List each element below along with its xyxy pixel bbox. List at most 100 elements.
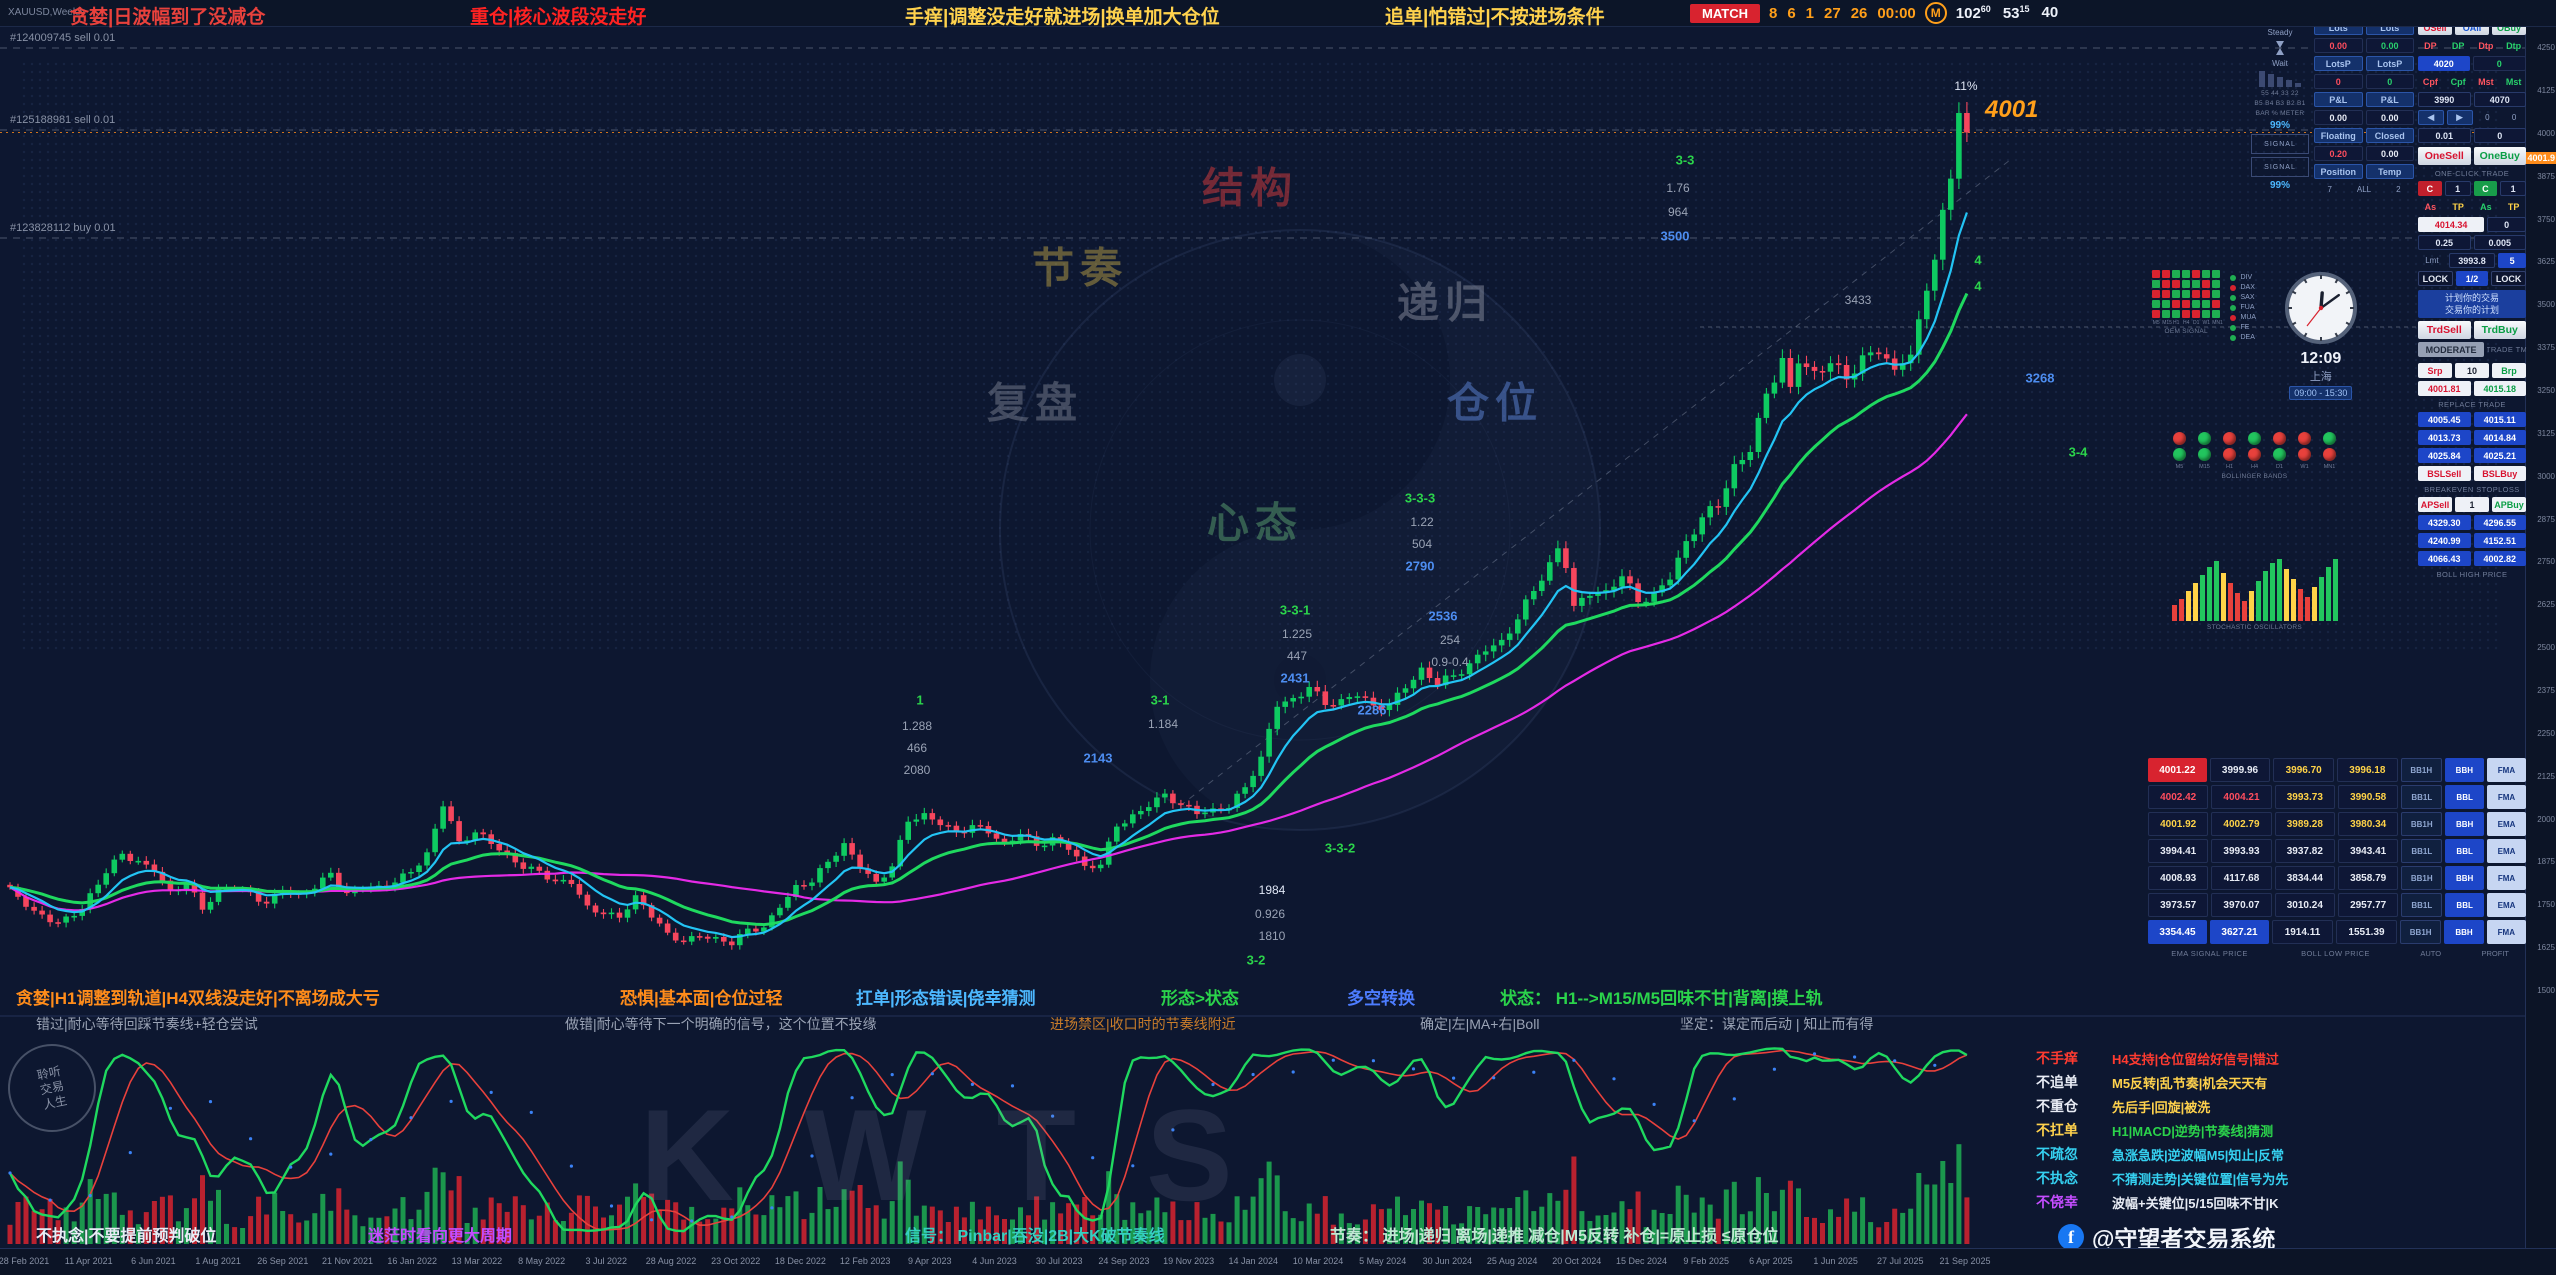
date-label: 3 Jul 2022 — [585, 1256, 628, 1266]
oem-cell — [2212, 280, 2221, 288]
oem-cell — [2152, 310, 2161, 318]
bslbuy-button[interactable]: BSLBuy — [2473, 466, 2526, 481]
trdbuy-button[interactable]: TrdBuy — [2473, 321, 2526, 339]
panel-0: 0 — [2473, 128, 2526, 143]
indicator-toggle[interactable]: BBH — [2445, 866, 2485, 890]
indicator-toggle[interactable]: BBH — [2444, 920, 2484, 944]
panel-floating[interactable]: Floating — [2314, 128, 2363, 143]
boll-signal-icon[interactable] — [2273, 432, 2286, 445]
boll-signal-icon[interactable] — [2298, 448, 2311, 461]
discipline-row: 不追单 M5反转|乱节奏|机会天天有 — [2036, 1070, 2541, 1094]
panel-temp[interactable]: Temp — [2365, 164, 2414, 179]
boll-signal-icon[interactable] — [2323, 432, 2336, 445]
indicator-toggle[interactable]: BB1L — [2401, 893, 2443, 917]
boll-signal-icon[interactable] — [2223, 432, 2236, 445]
panel-0-01: 0.01 — [2418, 128, 2471, 143]
boll-signal-icon[interactable] — [2223, 448, 2236, 461]
boll-signal-icon[interactable] — [2248, 432, 2261, 445]
stoch-bar — [2199, 575, 2205, 621]
panel-c[interactable]: C — [2418, 181, 2442, 196]
indicator-toggle[interactable]: BB1L — [2401, 785, 2443, 809]
panel-dtp[interactable]: Dtp — [2478, 40, 2494, 51]
panel-as[interactable]: As — [2424, 201, 2437, 212]
indicator-toggle[interactable]: EMA — [2487, 893, 2526, 917]
indicator-toggle[interactable]: BB1H — [2401, 812, 2443, 836]
boll-signal-icon[interactable] — [2173, 448, 2186, 461]
panel-row: BREAKEVEN STOPLOSS — [2418, 484, 2526, 494]
panel-p-l[interactable]: P&L — [2365, 92, 2414, 107]
boll-signal-icon[interactable] — [2273, 448, 2286, 461]
indicator-toggle[interactable]: BB1H — [2400, 920, 2442, 944]
indicator-toggle[interactable]: BB1H — [2400, 758, 2442, 782]
indicator-toggle[interactable]: FMA — [2487, 866, 2526, 890]
panel-apbuy[interactable]: APBuy — [2492, 497, 2526, 512]
panel-dp[interactable]: DP — [2451, 40, 2465, 51]
panel-row: BOLL HIGH PRICE — [2418, 569, 2526, 579]
panel-position[interactable]: Position — [2314, 164, 2363, 179]
panel-srp[interactable]: Srp — [2418, 363, 2452, 378]
boll-signal-icon[interactable] — [2298, 432, 2311, 445]
prev-button[interactable]: ◀ — [2418, 110, 2444, 125]
indicator-toggle[interactable]: BB1H — [2401, 866, 2443, 890]
boll-signal-icon[interactable] — [2198, 448, 2211, 461]
panel-tp[interactable]: TP — [2507, 201, 2520, 212]
trdsell-button[interactable]: TrdSell — [2418, 321, 2471, 339]
status-dot-icon — [2230, 284, 2237, 291]
chart-annotation: 0.926 — [1254, 907, 1286, 921]
panel-cpf[interactable]: Cpf — [2450, 76, 2466, 87]
indicator-toggle[interactable]: BBH — [2444, 758, 2484, 782]
chart-annotation: 1.184 — [1147, 717, 1179, 731]
panel-4070: 4070 — [2473, 92, 2526, 107]
indicator-toggle[interactable]: EMA — [2487, 839, 2526, 863]
panel-brp[interactable]: Brp — [2492, 363, 2526, 378]
lock-sell-button[interactable]: LOCK — [2418, 271, 2453, 286]
panel-row: ONE-CLICK TRADE — [2418, 168, 2526, 178]
panel-lotsp[interactable]: LotsP — [2314, 56, 2363, 71]
watermark-word: 复盘 — [986, 379, 1084, 427]
indicator-toggle[interactable]: FMA — [2486, 758, 2527, 782]
onesell-button[interactable]: OneSell — [2418, 147, 2471, 165]
panel-row: 4240.99 4152.51 — [2418, 533, 2526, 548]
panel-dp[interactable]: DP — [2424, 40, 2437, 51]
price-scale[interactable]: 4001.9 4250 4125 4000 3875 3750 3625 3500 3375 3… — [2525, 26, 2556, 1248]
next-button[interactable]: ▶ — [2446, 110, 2473, 125]
onebuy-button[interactable]: OneBuy — [2473, 147, 2526, 165]
indicator-toggle[interactable]: FMA — [2487, 785, 2526, 809]
panel-p-l[interactable]: P&L — [2314, 92, 2363, 107]
scale-tick: 3750 — [2537, 214, 2555, 224]
panel-mst[interactable]: Mst — [2505, 76, 2522, 87]
discipline-text: 急涨急跌|逆波幅M5|知止|反常 — [2112, 1147, 2284, 1163]
panel-dtp[interactable]: Dtp — [2506, 40, 2522, 51]
panel-tp[interactable]: TP — [2452, 201, 2464, 212]
facebook-icon[interactable]: f — [2058, 1224, 2084, 1250]
price-level-value: 3980.34 — [2337, 812, 2399, 836]
panel-closed[interactable]: Closed — [2365, 128, 2414, 143]
flag-label: DAX — [2240, 284, 2255, 291]
indicator-toggle[interactable]: FMA — [2486, 920, 2526, 944]
boll-signal-icon[interactable] — [2323, 448, 2336, 461]
indicator-toggle[interactable]: BBL — [2445, 893, 2485, 917]
stoch-bar — [2185, 591, 2191, 621]
discipline-row: 不执念 不猜测走势|关键位置|信号为先 — [2036, 1166, 2541, 1190]
panel-lotsp[interactable]: LotsP — [2365, 56, 2414, 71]
indicator-toggle[interactable]: BB1L — [2401, 839, 2443, 863]
match-button[interactable]: MATCH — [1690, 3, 1760, 23]
panel-cpf[interactable]: Cpf — [2422, 76, 2438, 87]
panel-1-2[interactable]: 1/2 — [2455, 271, 2489, 286]
panel-apsell[interactable]: APSell — [2418, 497, 2452, 512]
indicator-toggle[interactable]: BBL — [2445, 785, 2485, 809]
panel-c[interactable]: C — [2473, 181, 2498, 196]
panel-as[interactable]: As — [2480, 201, 2492, 212]
indicator-toggle[interactable]: BBL — [2445, 839, 2485, 863]
panel-mst[interactable]: Mst — [2478, 76, 2494, 87]
boll-signal-icon[interactable] — [2248, 448, 2261, 461]
boll-signal-icon[interactable] — [2173, 432, 2186, 445]
indicator-toggle[interactable]: BBH — [2445, 812, 2485, 836]
boll-signal-icon[interactable] — [2198, 432, 2211, 445]
indicator-toggle[interactable]: EMA — [2487, 812, 2526, 836]
bslsell-button[interactable]: BSLSell — [2418, 466, 2471, 481]
date-axis[interactable]: 28 Feb 2021 11 Apr 2021 6 Jun 2021 1 Aug 20… — [0, 1248, 2556, 1275]
lock-buy-button[interactable]: LOCK — [2491, 271, 2527, 286]
